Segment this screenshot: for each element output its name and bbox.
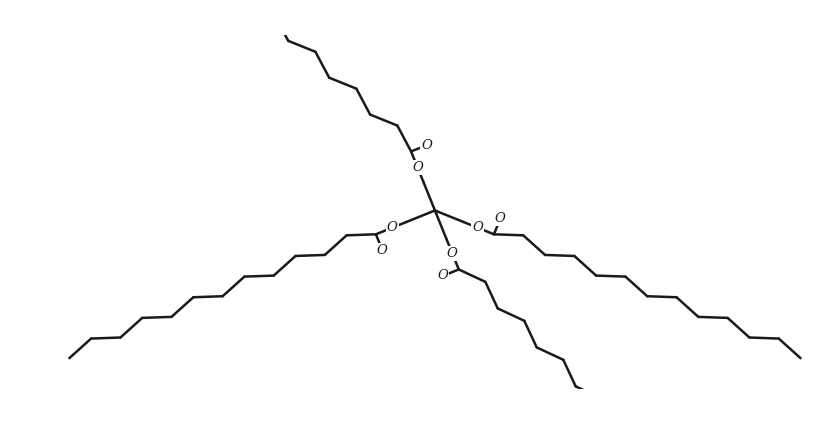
Text: O: O bbox=[495, 212, 506, 225]
Text: O: O bbox=[438, 269, 448, 282]
Text: O: O bbox=[421, 139, 432, 152]
Text: O: O bbox=[412, 161, 423, 174]
Text: O: O bbox=[472, 221, 483, 234]
Text: O: O bbox=[387, 221, 398, 234]
Text: O: O bbox=[377, 243, 388, 257]
Text: O: O bbox=[446, 247, 457, 259]
